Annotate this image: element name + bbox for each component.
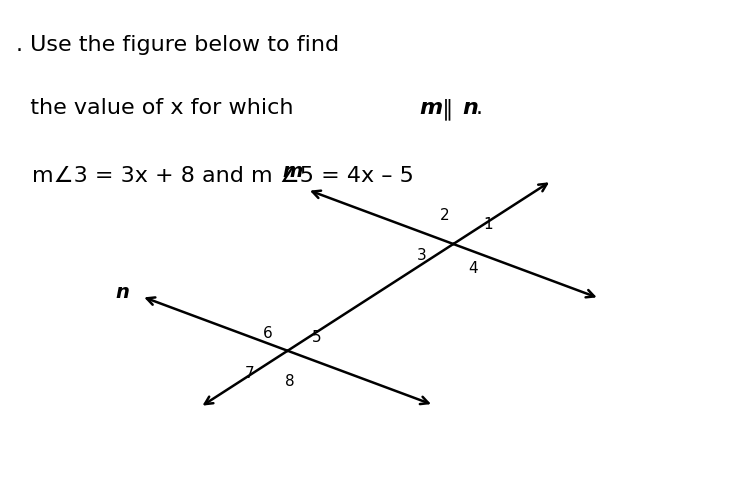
- Text: .: .: [476, 99, 483, 119]
- Text: . Use the figure below to find: . Use the figure below to find: [17, 35, 339, 55]
- Text: 7: 7: [245, 366, 255, 381]
- Text: ∥: ∥: [435, 99, 460, 120]
- Text: 3: 3: [417, 248, 426, 263]
- Text: 4: 4: [469, 262, 478, 277]
- Text: 5: 5: [311, 330, 321, 345]
- Text: 1: 1: [483, 217, 493, 232]
- Text: m: m: [420, 99, 442, 119]
- Text: m: m: [282, 162, 302, 181]
- Text: n: n: [115, 283, 129, 302]
- Text: the value of x for which: the value of x for which: [17, 99, 301, 119]
- Text: n: n: [463, 99, 479, 119]
- Text: 8: 8: [284, 374, 294, 389]
- Text: 6: 6: [263, 326, 273, 341]
- Text: 2: 2: [439, 208, 449, 223]
- Text: m∠3 = 3x + 8 and m ∠5 = 4x – 5: m∠3 = 3x + 8 and m ∠5 = 4x – 5: [32, 166, 414, 186]
